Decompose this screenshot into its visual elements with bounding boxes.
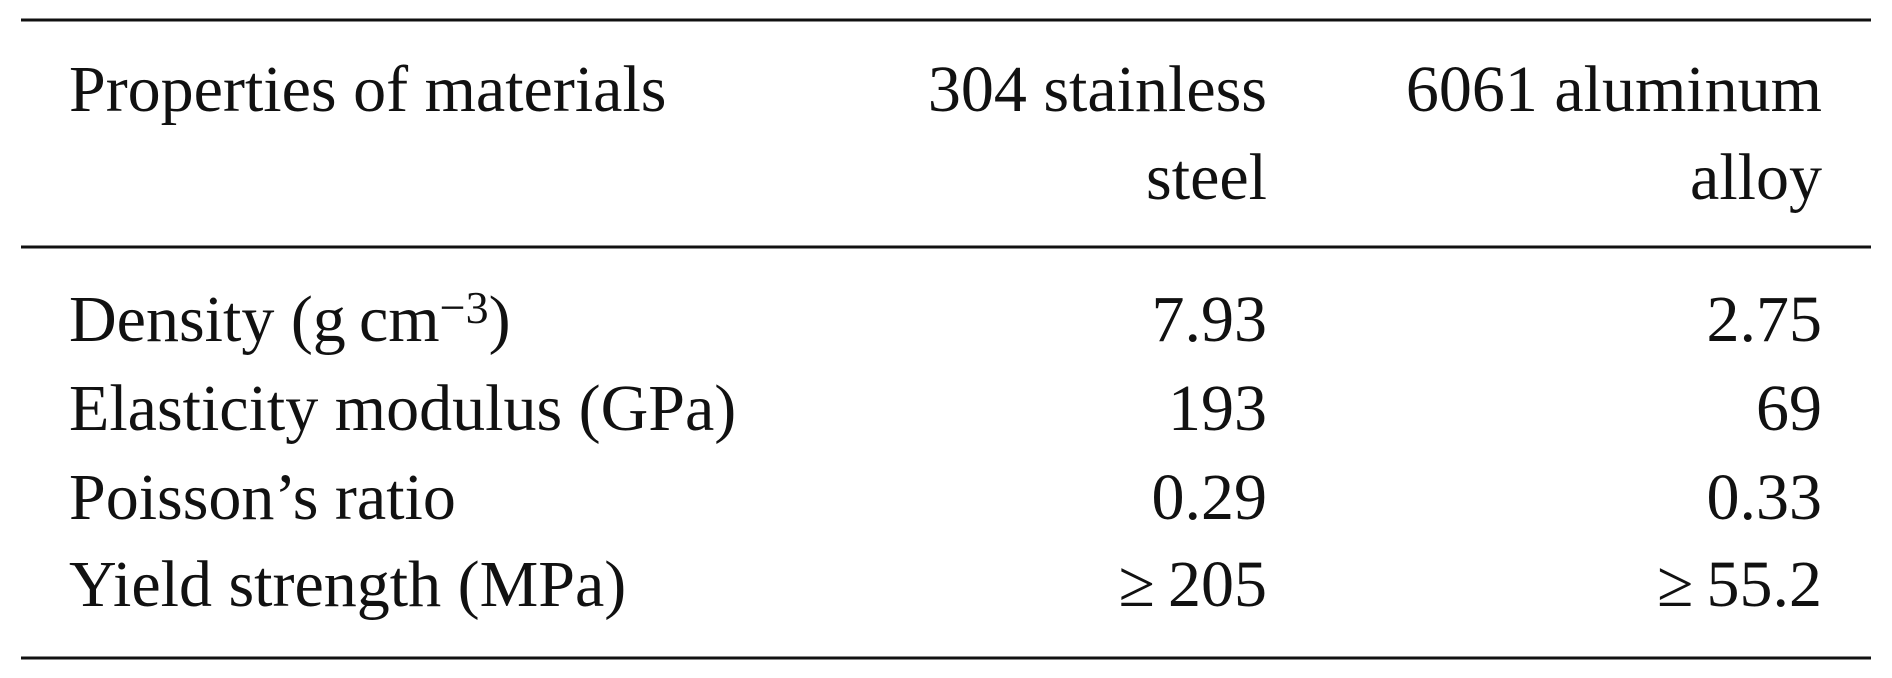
header-cell: 304 stainless [928,53,1267,126]
cell: 193 [1168,372,1267,445]
row-label: Poisson’s ratio [69,461,456,534]
cell-text: Density (g cm [69,283,440,356]
cell-text: ) [489,283,511,356]
cell: ≥ 205 [1119,548,1267,621]
cell: 2.75 [1707,283,1823,356]
header-cell: steel [1146,141,1267,214]
cell: 69 [1756,372,1822,445]
superscript: −3 [440,282,489,333]
cell: 7.93 [1152,283,1268,356]
cell: Density (g cm−3) [69,282,511,356]
cell: ≥ 55.2 [1657,548,1822,621]
cell: 0.33 [1707,461,1823,534]
row-label: Elasticity modulus (GPa) [69,372,736,445]
row-label: Yield strength (MPa) [69,548,626,621]
header-cell: alloy [1690,141,1822,214]
header-cell: 6061 aluminum [1406,53,1822,126]
cell: 0.29 [1152,461,1268,534]
header-cell: Properties of materials [69,53,666,126]
